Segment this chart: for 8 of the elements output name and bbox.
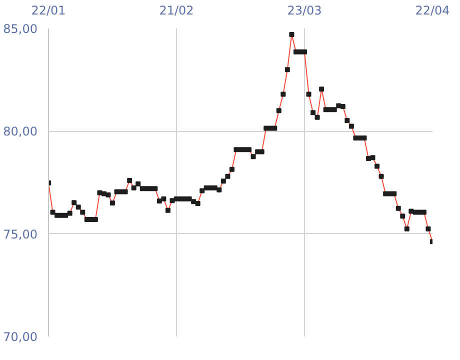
x-tick-label: 23/03 — [287, 4, 322, 18]
y-tick-label: 80,00 — [3, 124, 38, 139]
y-tick-label: 70,00 — [3, 330, 38, 344]
y-tick-label: 75,00 — [3, 227, 38, 242]
x-tick-label: 21/02 — [159, 4, 194, 18]
x-tick-label: 22/01 — [31, 4, 66, 18]
y-tick-label: 85,00 — [3, 22, 38, 36]
x-tick-label: 22/04 — [415, 4, 450, 18]
